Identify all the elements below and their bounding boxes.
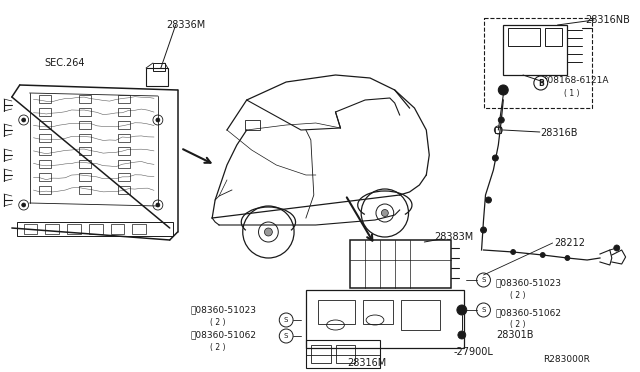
Text: Ⓢ08360-51023: Ⓢ08360-51023: [191, 305, 257, 314]
Text: S: S: [481, 307, 486, 313]
Bar: [306, 290, 464, 348]
Bar: [40, 121, 51, 129]
Bar: [67, 224, 81, 234]
Bar: [484, 18, 592, 108]
Text: 28316B: 28316B: [540, 128, 577, 138]
Text: R283000R: R283000R: [543, 355, 589, 364]
Bar: [17, 222, 173, 236]
Text: ( 2 ): ( 2 ): [210, 318, 226, 327]
Bar: [508, 28, 540, 46]
Circle shape: [477, 303, 490, 317]
Text: 28383M: 28383M: [434, 232, 474, 242]
Bar: [40, 108, 51, 116]
Circle shape: [22, 203, 26, 207]
Circle shape: [381, 209, 388, 217]
Circle shape: [264, 228, 273, 236]
Bar: [118, 186, 131, 194]
Text: -27900L: -27900L: [454, 347, 494, 357]
Bar: [40, 95, 51, 103]
Circle shape: [477, 273, 490, 287]
Circle shape: [481, 227, 486, 233]
Bar: [545, 28, 563, 46]
Bar: [335, 345, 355, 363]
Text: 28336M: 28336M: [166, 20, 205, 30]
Bar: [40, 160, 51, 168]
Bar: [401, 300, 440, 330]
Text: S: S: [284, 317, 289, 323]
Bar: [118, 173, 131, 181]
Text: ( 2 ): ( 2 ): [510, 320, 525, 329]
Circle shape: [565, 256, 570, 260]
Bar: [79, 108, 91, 116]
Text: 28316NB: 28316NB: [585, 15, 630, 25]
Text: 28212: 28212: [555, 238, 586, 248]
Bar: [89, 224, 102, 234]
Bar: [118, 95, 131, 103]
Text: Ⓢ08360-51023: Ⓢ08360-51023: [495, 278, 561, 287]
Circle shape: [457, 305, 467, 315]
Bar: [495, 127, 501, 133]
Bar: [79, 173, 91, 181]
Bar: [79, 147, 91, 155]
Bar: [118, 134, 131, 142]
Text: B: B: [538, 78, 543, 87]
Bar: [79, 95, 91, 103]
Bar: [363, 300, 393, 324]
Bar: [118, 147, 131, 155]
Text: 28316M: 28316M: [348, 358, 387, 368]
Bar: [79, 134, 91, 142]
Bar: [118, 160, 131, 168]
Circle shape: [511, 250, 516, 254]
Text: ( 2 ): ( 2 ): [510, 291, 525, 300]
Bar: [40, 186, 51, 194]
Bar: [244, 120, 260, 130]
Text: °08168-6121A: °08168-6121A: [543, 76, 608, 85]
Bar: [311, 345, 331, 363]
Text: ( 1 ): ( 1 ): [564, 89, 580, 98]
Bar: [118, 121, 131, 129]
Circle shape: [499, 117, 504, 123]
Circle shape: [22, 118, 26, 122]
Circle shape: [614, 245, 620, 251]
Text: S: S: [481, 277, 486, 283]
Bar: [350, 240, 451, 288]
Bar: [79, 160, 91, 168]
Text: Ⓢ08360-51062: Ⓢ08360-51062: [495, 308, 561, 317]
Circle shape: [534, 76, 548, 90]
Circle shape: [540, 253, 545, 257]
Circle shape: [156, 203, 160, 207]
Circle shape: [486, 197, 492, 203]
Text: Ⓢ08360-51062: Ⓢ08360-51062: [191, 330, 257, 339]
Bar: [24, 224, 38, 234]
Bar: [79, 186, 91, 194]
Bar: [146, 68, 168, 86]
Bar: [79, 121, 91, 129]
Bar: [40, 147, 51, 155]
Circle shape: [279, 313, 293, 327]
Bar: [40, 134, 51, 142]
Bar: [111, 224, 124, 234]
Text: S: S: [284, 333, 289, 339]
Bar: [153, 63, 164, 71]
Bar: [503, 25, 568, 75]
Bar: [306, 340, 380, 368]
Bar: [45, 224, 60, 234]
Circle shape: [156, 118, 160, 122]
Circle shape: [279, 329, 293, 343]
Circle shape: [499, 85, 508, 95]
Text: ( 2 ): ( 2 ): [210, 343, 226, 352]
Text: SEC.264: SEC.264: [44, 58, 85, 68]
Bar: [40, 173, 51, 181]
Bar: [118, 108, 131, 116]
Bar: [132, 224, 146, 234]
Circle shape: [492, 155, 499, 161]
Bar: [317, 300, 355, 324]
Circle shape: [458, 331, 466, 339]
Text: 28301B: 28301B: [497, 330, 534, 340]
